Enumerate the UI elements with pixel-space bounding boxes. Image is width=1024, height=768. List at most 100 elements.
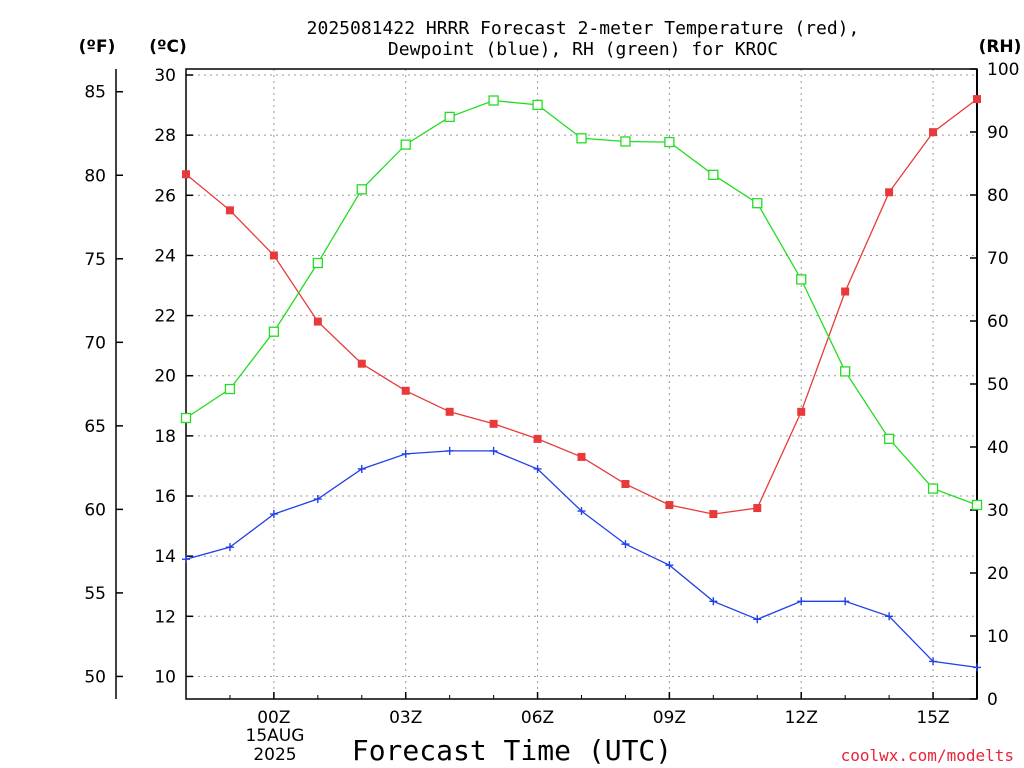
celsius-unit-label: (ºC) xyxy=(149,37,187,57)
celsius-tick-label: 10 xyxy=(154,667,176,687)
celsius-tick-label: 12 xyxy=(154,607,176,627)
celsius-tick-label: 26 xyxy=(154,186,176,206)
series-rh xyxy=(180,95,983,511)
celsius-tick-label: 20 xyxy=(154,367,176,387)
fahrenheit-tick-label: 70 xyxy=(84,333,106,353)
dewpoint-point xyxy=(182,555,190,564)
temperature-point xyxy=(665,501,674,510)
temperature-point xyxy=(709,510,718,519)
temperature-line xyxy=(185,98,978,515)
chart-title-line-2: Dewpoint (blue), RH (green) for KROC xyxy=(388,39,778,60)
rh-point xyxy=(400,139,411,150)
rh-point xyxy=(180,412,192,424)
celsius-tick-label: 28 xyxy=(154,126,176,146)
rh-point xyxy=(796,274,807,285)
rh-point xyxy=(312,257,323,269)
rh-point xyxy=(971,499,983,511)
rh-point xyxy=(356,184,367,195)
dewpoint-point xyxy=(973,663,981,672)
rh-point xyxy=(488,95,499,106)
rh-axis: 0 10 20 30 40 50 60 70 80 90 100 xyxy=(970,60,1019,710)
temperature-point xyxy=(973,95,981,104)
rh-tick-label: 50 xyxy=(987,375,1009,395)
date-label-day: 15AUG xyxy=(246,726,305,746)
temperature-point xyxy=(225,206,234,215)
rh-tick-label: 40 xyxy=(987,438,1009,458)
dewpoint-line xyxy=(185,450,978,669)
time-tick-label: 15Z xyxy=(916,708,949,728)
temperature-point xyxy=(577,452,586,461)
fahrenheit-tick-label: 55 xyxy=(84,584,106,604)
fahrenheit-axis: 50 55 60 65 70 75 80 85 xyxy=(84,83,123,687)
rh-point xyxy=(620,136,631,147)
dewpoint-point xyxy=(621,540,630,549)
rh-point xyxy=(840,366,851,377)
dewpoint-point xyxy=(709,597,718,606)
series-temperature xyxy=(182,95,981,519)
dewpoint-point xyxy=(489,446,498,455)
credit-link[interactable]: coolwx.com/modelts xyxy=(841,746,1014,765)
temperature-point xyxy=(753,504,762,513)
dewpoint-point xyxy=(929,657,938,666)
fahrenheit-tick-label: 85 xyxy=(84,83,106,103)
rh-tick-label: 30 xyxy=(987,501,1009,521)
rh-tick-label: 20 xyxy=(987,564,1009,584)
rh-point xyxy=(268,326,280,337)
temperature-point xyxy=(357,359,366,368)
time-axis: 00Z 03Z 06Z 09Z 12Z 15Z xyxy=(185,692,978,728)
dewpoint-point xyxy=(533,464,542,473)
date-label-year: 2025 xyxy=(253,745,296,765)
dewpoint-point xyxy=(665,561,674,570)
rh-point xyxy=(532,99,543,111)
dewpoint-point xyxy=(797,597,806,606)
celsius-tick-label: 14 xyxy=(154,547,176,567)
celsius-tick-label: 24 xyxy=(154,246,176,266)
rh-point xyxy=(444,111,455,123)
temperature-point xyxy=(797,407,806,416)
temperature-point xyxy=(313,317,322,326)
dewpoint-point xyxy=(841,597,850,606)
dewpoint-point xyxy=(885,612,894,621)
rh-unit-label: (RH) xyxy=(979,37,1022,57)
rh-tick-label: 0 xyxy=(987,690,998,710)
dewpoint-point xyxy=(269,510,278,519)
time-tick-label: 12Z xyxy=(785,708,818,728)
temperature-point xyxy=(885,188,894,197)
fahrenheit-tick-label: 60 xyxy=(84,500,106,520)
celsius-tick-label: 30 xyxy=(154,66,176,86)
rh-tick-label: 80 xyxy=(987,186,1009,206)
temperature-point xyxy=(269,251,278,260)
plot-frame xyxy=(185,68,978,700)
temperature-point xyxy=(929,128,938,137)
time-tick-label: 09Z xyxy=(653,708,686,728)
series-dewpoint xyxy=(182,446,981,672)
temperature-point xyxy=(533,434,542,443)
dewpoint-point xyxy=(445,446,454,455)
fahrenheit-unit-label: (ºF) xyxy=(79,37,116,57)
rh-tick-label: 100 xyxy=(987,60,1019,80)
celsius-tick-label: 16 xyxy=(154,487,176,507)
dewpoint-point xyxy=(753,615,762,624)
chart-title-line-1: 2025081422 HRRR Forecast 2-meter Tempera… xyxy=(307,18,860,39)
dewpoint-point xyxy=(313,495,322,504)
time-tick-label: 00Z xyxy=(257,708,290,728)
rh-point xyxy=(927,483,939,494)
series-layer xyxy=(180,95,983,672)
temperature-point xyxy=(841,287,850,296)
time-tick-label: 03Z xyxy=(389,708,422,728)
temperature-point xyxy=(621,479,630,488)
fahrenheit-tick-label: 80 xyxy=(84,166,106,186)
celsius-axis: 10 12 14 16 18 20 22 24 26 28 30 xyxy=(154,66,193,687)
rh-tick-label: 70 xyxy=(987,249,1009,269)
x-axis-title: Forecast Time (UTC) xyxy=(352,734,672,767)
rh-tick-label: 10 xyxy=(987,627,1009,647)
temperature-point xyxy=(489,419,498,428)
rh-point xyxy=(708,169,719,180)
rh-tick-label: 90 xyxy=(987,123,1009,143)
fahrenheit-tick-label: 50 xyxy=(84,667,106,687)
dewpoint-point xyxy=(577,507,586,516)
dewpoint-point xyxy=(225,543,234,552)
rh-point xyxy=(576,133,587,144)
celsius-tick-label: 22 xyxy=(154,307,176,327)
